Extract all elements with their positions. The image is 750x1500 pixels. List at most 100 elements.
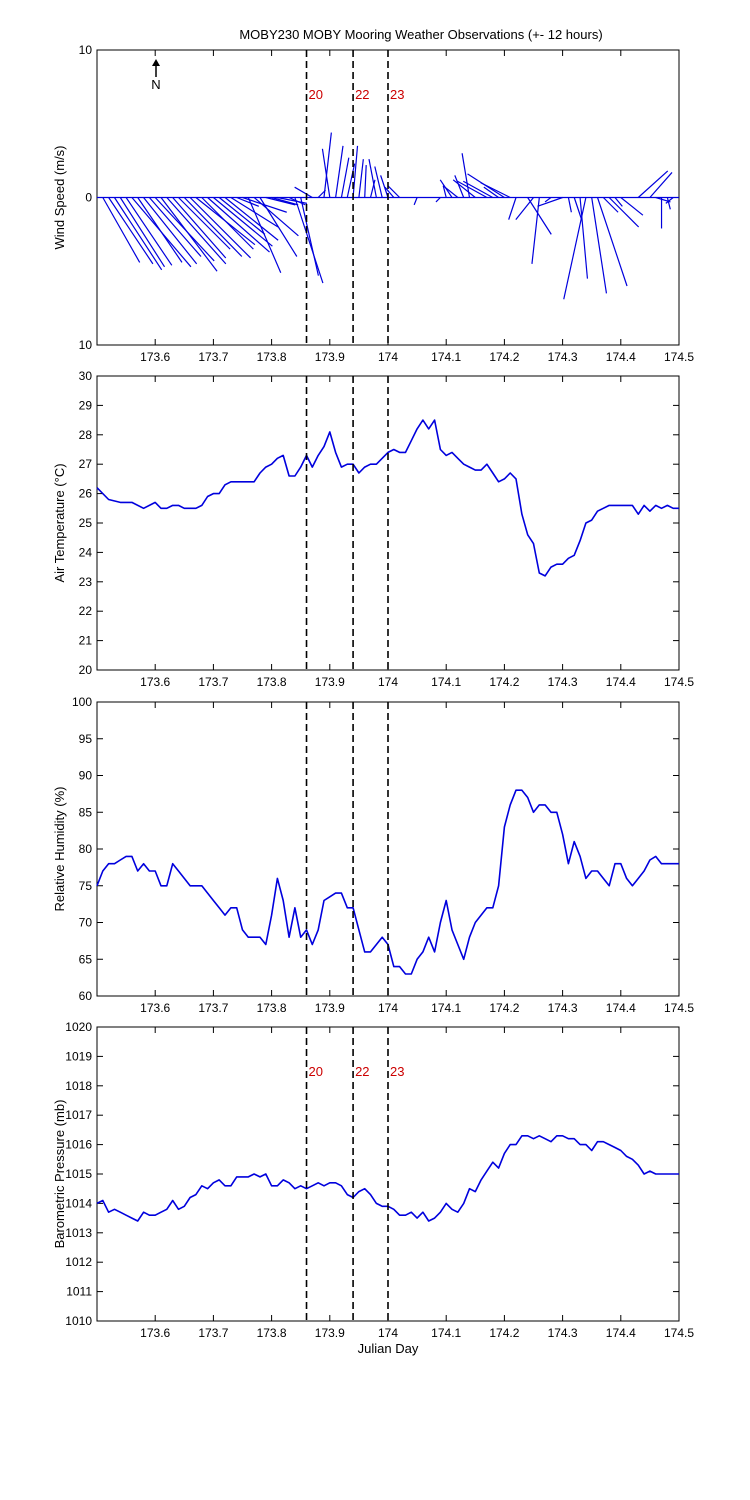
y-tick-label: 10 bbox=[79, 338, 93, 352]
y-tick-label: 1010 bbox=[65, 1314, 92, 1328]
x-tick-label: 174.1 bbox=[431, 1326, 461, 1340]
y-tick-label: 100 bbox=[72, 695, 92, 709]
wind-stick bbox=[300, 197, 319, 276]
x-tick-label: 174.4 bbox=[606, 675, 636, 689]
y-tick-label: 1012 bbox=[65, 1255, 92, 1269]
wind-stick bbox=[358, 159, 364, 198]
x-tick-label: 174.5 bbox=[664, 1001, 694, 1015]
y-tick-label: 29 bbox=[79, 398, 93, 412]
wind-stick bbox=[108, 197, 154, 265]
y-axis-label: Air Temperature (°C) bbox=[52, 463, 67, 582]
wind-stick bbox=[113, 197, 163, 271]
event-marker-label: 23 bbox=[390, 87, 404, 102]
y-tick-label: 1016 bbox=[65, 1138, 92, 1152]
wind-stick bbox=[148, 197, 202, 257]
wind-stick bbox=[380, 175, 389, 198]
wind-stick bbox=[461, 153, 471, 198]
wind-stick bbox=[143, 197, 198, 265]
north-label: N bbox=[151, 77, 160, 92]
y-tick-label: 1019 bbox=[65, 1049, 92, 1063]
wind-stick bbox=[125, 197, 173, 266]
wind-stick bbox=[563, 197, 587, 300]
wind-stick bbox=[614, 197, 623, 207]
wind-panel: 173.6 173.7 173.8 173.9 174 174.1 174.2 174.3 17… bbox=[52, 43, 694, 364]
wind-stick bbox=[160, 197, 218, 272]
wind-stick bbox=[435, 197, 441, 203]
wind-stick bbox=[544, 197, 552, 203]
y-axis-label: Wind Speed (m/s) bbox=[52, 145, 67, 249]
wind-stick bbox=[515, 197, 534, 220]
wind-stick bbox=[452, 179, 476, 198]
x-tick-label: 173.7 bbox=[198, 675, 228, 689]
y-tick-label: 1014 bbox=[65, 1196, 92, 1210]
event-marker-label: 22 bbox=[355, 1064, 369, 1079]
wind-stick bbox=[265, 196, 296, 206]
x-tick-label: 173.6 bbox=[140, 350, 170, 364]
wind-stick bbox=[183, 197, 243, 257]
x-tick-label: 173.9 bbox=[315, 350, 345, 364]
x-tick-label: 174.3 bbox=[548, 350, 578, 364]
x-tick-label: 173.8 bbox=[257, 1326, 287, 1340]
chart-title: MOBY230 MOBY Mooring Weather Observation… bbox=[239, 27, 602, 42]
wind-stick bbox=[178, 197, 231, 250]
wind-stick bbox=[608, 197, 640, 228]
y-tick-label: 85 bbox=[79, 805, 93, 819]
wind-stick bbox=[259, 197, 298, 257]
y-axis-label: Relative Humidity (%) bbox=[52, 787, 67, 912]
wind-stick bbox=[457, 180, 488, 199]
y-tick-label: 95 bbox=[79, 732, 93, 746]
y-tick-label: 26 bbox=[79, 487, 93, 501]
wind-stick bbox=[591, 197, 608, 294]
x-axis-label: Julian Day bbox=[358, 1341, 419, 1356]
y-tick-label: 65 bbox=[79, 952, 93, 966]
y-tick-label: 20 bbox=[79, 663, 93, 677]
x-tick-label: 173.8 bbox=[257, 675, 287, 689]
wind-stick bbox=[462, 180, 494, 199]
x-tick-label: 174.5 bbox=[664, 1326, 694, 1340]
wind-stick bbox=[442, 185, 459, 198]
x-tick-label: 173.6 bbox=[140, 1326, 170, 1340]
wind-stick bbox=[137, 197, 183, 263]
y-axis-label: Barometric Pressure (mb) bbox=[52, 1100, 67, 1249]
event-marker-label: 20 bbox=[309, 87, 323, 102]
wind-stick bbox=[321, 148, 331, 198]
y-tick-label: 70 bbox=[79, 916, 93, 930]
wind-stick bbox=[166, 197, 227, 265]
x-tick-label: 173.8 bbox=[257, 1001, 287, 1015]
x-tick-label: 173.7 bbox=[198, 1326, 228, 1340]
wind-stick bbox=[294, 186, 313, 199]
wind-stick bbox=[579, 197, 589, 279]
wind-stick bbox=[271, 196, 299, 206]
y-tick-label: 22 bbox=[79, 604, 93, 618]
x-tick-label: 173.6 bbox=[140, 675, 170, 689]
wind-stick bbox=[236, 196, 260, 207]
y-tick-label: 25 bbox=[79, 516, 93, 530]
wind-stick bbox=[335, 145, 344, 198]
y-tick-label: 60 bbox=[79, 989, 93, 1003]
wind-stick bbox=[340, 157, 350, 198]
x-tick-label: 174 bbox=[378, 675, 398, 689]
y-tick-label: 0 bbox=[85, 191, 92, 205]
y-tick-label: 80 bbox=[79, 842, 93, 856]
y-tick-label: 75 bbox=[79, 879, 93, 893]
x-tick-label: 173.9 bbox=[315, 1001, 345, 1015]
x-tick-label: 174.3 bbox=[548, 1326, 578, 1340]
wind-stick bbox=[531, 197, 540, 264]
y-tick-label: 1015 bbox=[65, 1167, 92, 1181]
x-tick-label: 174 bbox=[378, 350, 398, 364]
pressure-panel: 173.6 173.7 173.8 173.9 174 174.1 174.2 174.3 17… bbox=[52, 1020, 694, 1356]
x-tick-label: 174.4 bbox=[606, 1326, 636, 1340]
wind-stick bbox=[620, 197, 644, 216]
x-tick-label: 174.1 bbox=[431, 1001, 461, 1015]
wind-stick bbox=[247, 197, 282, 273]
wind-stick bbox=[480, 182, 511, 199]
y-tick-label: 1011 bbox=[66, 1285, 92, 1299]
wind-stick bbox=[201, 197, 254, 250]
x-tick-label: 174.2 bbox=[489, 675, 519, 689]
temperature-panel: 173.6 173.7 173.8 173.9 174 174.1 174.2 174.3 17… bbox=[52, 369, 694, 689]
wind-stick bbox=[369, 179, 376, 198]
y-tick-label: 28 bbox=[79, 428, 93, 442]
x-tick-label: 174.5 bbox=[664, 350, 694, 364]
x-tick-label: 174.4 bbox=[606, 1001, 636, 1015]
